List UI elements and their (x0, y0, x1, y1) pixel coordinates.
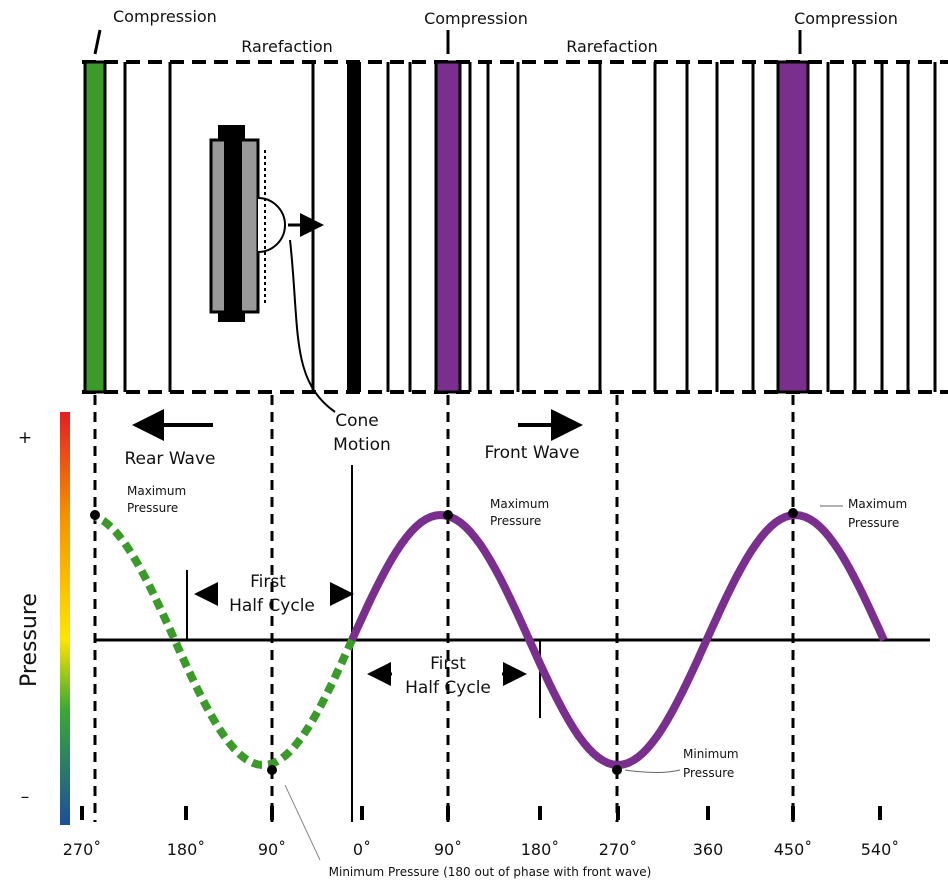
tick-label: 360 (693, 840, 724, 859)
label: + (18, 428, 32, 448)
label: First (430, 654, 466, 674)
front-compression (434, 60, 462, 394)
speaker (209, 125, 336, 413)
tick-label: 450˚ (774, 840, 813, 859)
annotation: Maximum (127, 484, 186, 498)
tick-label: 90˚ (434, 840, 462, 859)
label: Half Cycle (405, 678, 491, 698)
pressure-point (788, 508, 798, 518)
rear-compression (83, 60, 107, 394)
label: Compression (113, 7, 217, 26)
label: Motion (333, 435, 391, 455)
pressure-point (267, 765, 277, 775)
tick-label: 90˚ (258, 840, 286, 859)
annotation: Pressure (490, 514, 541, 528)
cone-compression (347, 62, 361, 392)
label: First (250, 572, 286, 592)
label: Cone (335, 411, 379, 431)
label: – (21, 787, 30, 807)
front-compression (776, 60, 810, 394)
axis-title: Pressure (17, 593, 42, 687)
phase-axis: 270˚ 180˚ 90˚ 0˚ 90˚ 180˚ 270˚ 360 450˚ 540˚ (63, 806, 900, 859)
annotation: Minimum (683, 747, 739, 761)
annotation: Pressure (848, 516, 899, 530)
label: Rear Wave (125, 449, 216, 469)
tick-label: 270˚ (63, 840, 102, 859)
label: Rarefaction (566, 37, 658, 56)
footnote: Minimum Pressure (180 out of phase with … (329, 865, 652, 879)
guides (93, 395, 795, 822)
compression-pointers (93, 29, 802, 55)
annotation: Pressure (683, 766, 734, 780)
tick-label: 180˚ (167, 840, 206, 859)
sound-band (82, 60, 948, 394)
pressure-point (443, 510, 453, 520)
waves (90, 508, 888, 775)
label: Compression (424, 9, 528, 28)
annotation: Pressure (127, 501, 178, 515)
label: Compression (794, 9, 898, 28)
label: Rarefaction (241, 37, 333, 56)
tick-label: 0˚ (353, 840, 371, 859)
tick-label: 540˚ (861, 840, 900, 859)
pressure-point (612, 765, 622, 775)
rear-wave (94, 513, 356, 769)
annotation: Maximum (490, 497, 549, 511)
pressure-scale (60, 412, 70, 825)
label: Front Wave (484, 443, 579, 463)
tick-label: 180˚ (521, 840, 560, 859)
tick-label: 270˚ (599, 840, 638, 859)
label: Half Cycle (229, 596, 315, 616)
pressure-point (90, 510, 100, 520)
annotation: Maximum (848, 497, 907, 511)
